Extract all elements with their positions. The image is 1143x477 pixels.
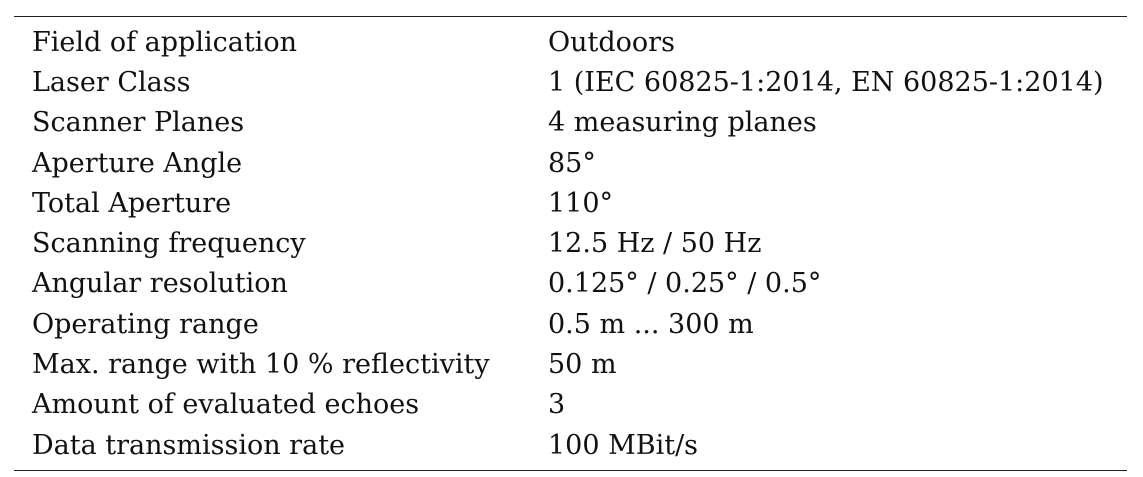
- row-value: 12.5 Hz / 50 Hz: [548, 228, 762, 260]
- table-row: Laser Class 1 (IEC 60825-1:2014, EN 6082…: [14, 62, 1127, 102]
- table-row: Field of application Outdoors: [14, 22, 1127, 62]
- row-value: 0.5 m ... 300 m: [548, 308, 754, 340]
- row-value: 0.125° / 0.25° / 0.5°: [548, 268, 822, 300]
- row-label: Scanning frequency: [32, 228, 306, 260]
- row-label: Laser Class: [32, 66, 191, 98]
- row-label: Scanner Planes: [32, 107, 245, 139]
- table-body: Field of application Outdoors Laser Clas…: [14, 17, 1127, 470]
- row-value: 4 measuring planes: [548, 107, 817, 139]
- row-label: Field of application: [32, 26, 297, 58]
- row-label: Operating range: [32, 308, 259, 340]
- row-label: Max. range with 10 % reflectivity: [32, 349, 490, 381]
- row-value: 50 m: [548, 349, 617, 381]
- row-value: 100 MBit/s: [548, 429, 699, 461]
- table-row: Scanning frequency 12.5 Hz / 50 Hz: [14, 223, 1127, 263]
- specification-table: Field of application Outdoors Laser Clas…: [14, 16, 1127, 472]
- row-value: 3: [548, 389, 566, 421]
- row-value: 85°: [548, 147, 596, 179]
- table-row: Aperture Angle 85°: [14, 143, 1127, 183]
- row-label: Amount of evaluated echoes: [32, 389, 420, 421]
- row-value: 1 (IEC 60825-1:2014, EN 60825-1:2014): [548, 66, 1104, 98]
- table-row: Operating range 0.5 m ... 300 m: [14, 304, 1127, 344]
- table-row: Scanner Planes 4 measuring planes: [14, 103, 1127, 143]
- row-value: Outdoors: [548, 26, 675, 58]
- table-row: Total Aperture 110°: [14, 183, 1127, 223]
- table-top-rule: [14, 16, 1127, 17]
- table-row: Max. range with 10 % reflectivity 50 m: [14, 344, 1127, 384]
- table-row: Amount of evaluated echoes 3: [14, 385, 1127, 425]
- table-row: Data transmission rate 100 MBit/s: [14, 425, 1127, 465]
- table-row: Angular resolution 0.125° / 0.25° / 0.5°: [14, 264, 1127, 304]
- row-label: Total Aperture: [32, 187, 232, 219]
- table-bottom-rule: [14, 470, 1127, 472]
- row-label: Data transmission rate: [32, 429, 346, 461]
- row-label: Aperture Angle: [32, 147, 243, 179]
- row-label: Angular resolution: [32, 268, 288, 300]
- row-value: 110°: [548, 187, 614, 219]
